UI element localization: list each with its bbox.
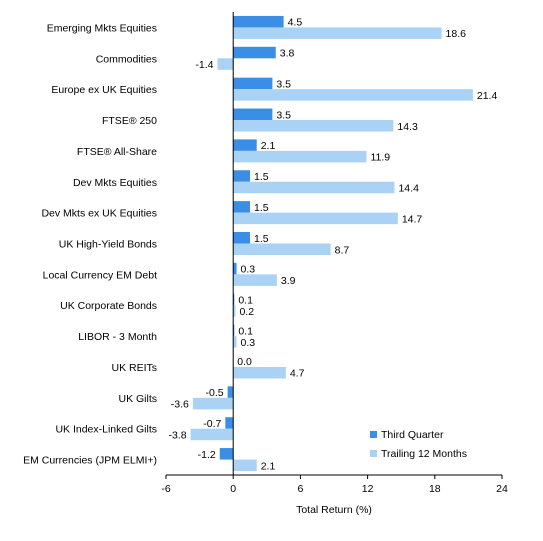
bar-third-quarter: [233, 262, 237, 275]
value-label: 0.1: [238, 294, 253, 306]
bar-third-quarter: [233, 170, 250, 182]
value-label: 0.2: [239, 306, 254, 318]
legend-swatch-trailing-12-months: [370, 450, 377, 457]
value-label: 0.3: [241, 337, 256, 349]
bar-third-quarter: [225, 417, 234, 429]
bar-third-quarter: [233, 232, 250, 244]
x-tick-label: 0: [230, 483, 236, 495]
category-labels: Emerging Mkts Equities Commodities Europe …: [23, 22, 157, 466]
value-label: 2.1: [261, 460, 276, 472]
category-label: UK Corporate Bonds: [60, 300, 157, 312]
bar-trailing-12-months: [233, 89, 473, 101]
bar-trailing-12-months: [233, 459, 257, 472]
bar-trailing-12-months: [233, 243, 331, 255]
x-tick-label: 24: [496, 483, 508, 495]
category-label: Europe ex UK Equities: [51, 84, 157, 96]
bar-third-quarter: [233, 46, 276, 59]
category-label: UK High-Yield Bonds: [59, 239, 157, 251]
legend: Third Quarter Trailing 12 Months: [370, 429, 467, 460]
bar-third-quarter: [233, 324, 235, 337]
category-label: Dev Mkts ex UK Equities: [41, 208, 157, 220]
category-label: UK REITs: [111, 362, 157, 374]
category-label: FTSE® All-Share: [77, 146, 157, 158]
bar-third-quarter: [219, 448, 234, 460]
x-axis-ticks: -6 0 6 12 18 24: [161, 475, 508, 495]
category-label: Local Currency EM Debt: [43, 269, 157, 281]
value-label: 14.4: [398, 183, 419, 195]
value-label: 3.9: [281, 275, 296, 287]
category-label: UK Gilts: [118, 393, 157, 405]
bar-trailing-12-months: [217, 58, 234, 70]
value-label: 1.5: [254, 202, 269, 214]
value-label: 3.5: [276, 78, 291, 90]
value-label: 0.3: [241, 264, 256, 276]
value-label: -1.4: [195, 59, 213, 71]
value-label: 8.7: [335, 244, 350, 256]
x-axis-title: Total Return (%): [296, 504, 372, 516]
bar-third-quarter: [233, 293, 235, 306]
bar-trailing-12-months: [192, 397, 234, 410]
bar-third-quarter: [227, 386, 234, 398]
bar-third-quarter: [233, 77, 273, 90]
value-label: 4.7: [290, 368, 305, 380]
bar-trailing-12-months: [233, 27, 442, 39]
value-labels: 4.5 18.6 3.8 -1.4 3.5 21.4 3.5 14.3 2.1 11.9 1.5 14…: [169, 17, 498, 473]
value-label: 14.3: [397, 121, 418, 133]
value-label: 18.6: [446, 28, 467, 40]
value-label: 11.9: [370, 152, 390, 164]
x-tick-label: 12: [362, 483, 374, 495]
category-label: EM Currencies (JPM ELMI+): [23, 455, 157, 467]
value-label: 0.0: [237, 356, 252, 368]
x-tick-label: 6: [297, 483, 303, 495]
bar-trailing-12-months: [233, 181, 395, 194]
bar-trailing-12-months: [233, 120, 394, 132]
category-label: Emerging Mkts Equities: [47, 22, 157, 34]
value-label: -0.5: [206, 387, 224, 399]
bar-third-quarter: [233, 108, 273, 121]
legend-label: Trailing 12 Months: [381, 448, 467, 460]
category-label: Commodities: [96, 53, 157, 65]
bars-layer: [190, 15, 473, 472]
value-label: 3.5: [276, 109, 291, 121]
category-label: FTSE® 250: [102, 115, 157, 127]
bar-trailing-12-months: [233, 150, 367, 163]
value-label: 4.5: [288, 17, 303, 29]
x-tick-label: -6: [161, 483, 170, 495]
bar-trailing-12-months: [233, 366, 286, 379]
value-label: -0.7: [203, 418, 221, 430]
bar-third-quarter: [233, 201, 250, 213]
value-label: 1.5: [254, 171, 269, 183]
value-label: -3.6: [171, 399, 189, 411]
bar-third-quarter: [233, 15, 284, 28]
category-label: LIBOR - 3 Month: [78, 331, 157, 343]
bar-trailing-12-months: [233, 305, 236, 317]
x-tick-label: 18: [429, 483, 441, 495]
legend-swatch-third-quarter: [370, 431, 377, 438]
legend-label: Third Quarter: [381, 429, 444, 441]
value-label: 3.8: [280, 48, 295, 60]
category-label: UK Index-Linked Gilts: [55, 424, 157, 436]
bar-trailing-12-months: [233, 336, 237, 348]
value-label: 0.1: [238, 325, 253, 337]
value-label: -1.2: [198, 449, 216, 461]
value-label: 1.5: [254, 233, 269, 245]
bar-trailing-12-months: [233, 212, 398, 225]
bar-trailing-12-months: [233, 274, 277, 286]
value-label: -3.8: [169, 429, 187, 441]
bar-third-quarter: [233, 139, 257, 151]
category-label: Dev Mkts Equities: [73, 177, 157, 189]
value-label: 21.4: [477, 90, 498, 102]
value-label: 14.7: [402, 213, 423, 225]
value-label: 2.1: [261, 140, 276, 152]
bar-trailing-12-months: [190, 428, 234, 441]
